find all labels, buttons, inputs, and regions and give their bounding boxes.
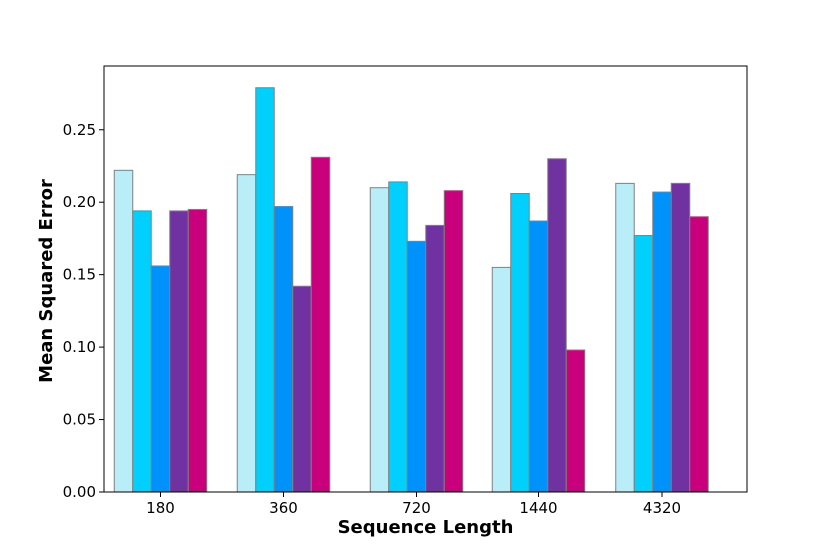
bar-720-s4	[425, 224, 445, 493]
bar-1440-s4	[547, 158, 567, 493]
bar-4320-s2	[633, 235, 654, 493]
x-axis: 180 360 720 1440 4320	[146, 492, 681, 517]
bar-360-s4	[292, 285, 312, 493]
x-tick-label: 4320	[643, 499, 681, 517]
y-tick-label: 0.20	[63, 193, 96, 211]
y-tick-label: 0.00	[63, 483, 96, 501]
x-tick-label: 180	[146, 499, 175, 517]
bar-4320-s5	[689, 216, 709, 493]
y-tick-label: 0.10	[63, 338, 96, 356]
bar-1440-s3	[528, 220, 549, 493]
bar-1440-s2	[510, 193, 530, 493]
bar-180-s2	[132, 210, 152, 493]
bar-4320-s3	[652, 191, 672, 493]
bar-720-s1	[369, 187, 390, 493]
bar-360-s1	[236, 174, 257, 493]
plot-area-frame	[103, 65, 748, 493]
bar-720-s2	[388, 181, 408, 493]
bar-360-s3	[273, 206, 294, 493]
bar-720-s5	[443, 190, 464, 493]
bar-1440-s1	[491, 266, 512, 493]
y-tick-label: 0.25	[63, 121, 96, 139]
y-tick-label: 0.05	[63, 411, 96, 429]
x-axis-title: Sequence Length	[338, 517, 514, 538]
x-tick-label: 720	[402, 499, 431, 517]
bar-360-s2	[255, 87, 275, 493]
x-tick-label: 1440	[519, 499, 557, 517]
bar-4320-s4	[670, 182, 691, 493]
bar-180-s3	[150, 265, 171, 493]
bar-360-s5	[310, 156, 331, 493]
bars-layer	[113, 87, 709, 493]
bar-180-s1	[113, 169, 134, 493]
bar-180-s4	[169, 210, 189, 493]
y-axis-title: Mean Squared Error	[36, 179, 57, 383]
x-tick-label: 360	[269, 499, 298, 517]
y-axis: 0.00 0.05 0.10 0.15 0.20 0.25	[63, 121, 104, 501]
bar-180-s5	[187, 208, 208, 493]
bar-720-s3	[406, 240, 427, 493]
bar-4320-s1	[615, 182, 635, 493]
y-tick-label: 0.15	[63, 266, 96, 284]
bar-1440-s5	[565, 349, 586, 493]
